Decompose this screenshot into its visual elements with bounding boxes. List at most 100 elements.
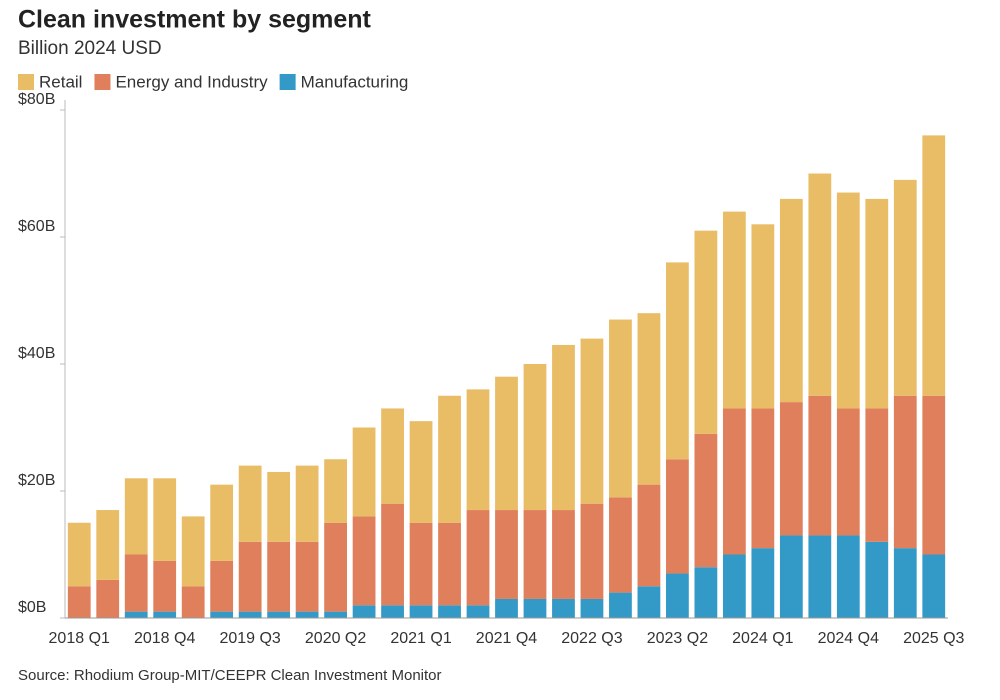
x-tick-label: 2022 Q3 bbox=[561, 630, 622, 647]
bar-segment bbox=[694, 433, 718, 568]
bar-segment bbox=[438, 522, 461, 606]
bar-segment bbox=[694, 567, 718, 618]
legend-swatch bbox=[279, 74, 296, 90]
x-tick-label: 2021 Q1 bbox=[390, 630, 451, 647]
bar-segment bbox=[124, 554, 148, 612]
legend-label: Manufacturing bbox=[301, 72, 409, 91]
bar-segment bbox=[295, 611, 319, 618]
bar-segment bbox=[751, 224, 775, 409]
bar-segment bbox=[324, 611, 347, 618]
bar-segment bbox=[267, 541, 291, 612]
bar-segment bbox=[865, 198, 889, 409]
bar-segment bbox=[267, 471, 291, 542]
bar-segment bbox=[637, 586, 661, 618]
bar-segment bbox=[181, 516, 205, 587]
bar-segment bbox=[438, 395, 461, 523]
bar-segment bbox=[666, 459, 689, 574]
bar-segment bbox=[96, 510, 120, 580]
bar-segment bbox=[922, 554, 946, 618]
x-tick-label: 2018 Q4 bbox=[134, 630, 195, 647]
bar-segment bbox=[552, 344, 575, 511]
bar-segment bbox=[865, 408, 889, 542]
bar-segment bbox=[893, 395, 917, 549]
chart-subtitle: Billion 2024 USD bbox=[18, 38, 162, 59]
bar-segment bbox=[295, 541, 319, 612]
bar-segment bbox=[409, 421, 433, 523]
x-tick-label: 2019 Q3 bbox=[219, 630, 280, 647]
bar-segment bbox=[808, 535, 832, 618]
bar-segment bbox=[580, 598, 604, 618]
bar-segment bbox=[409, 522, 433, 606]
bar-segment bbox=[808, 173, 832, 396]
bar-segment bbox=[893, 548, 917, 618]
bar-segment bbox=[210, 484, 234, 561]
bar-segment bbox=[552, 598, 575, 618]
chart-title: Clean investment by segment bbox=[18, 6, 372, 34]
legend-label: Retail bbox=[39, 72, 82, 91]
source-note: Source: Rhodium Group-MIT/CEEPR Clean In… bbox=[18, 667, 442, 684]
y-tick-label: $20B bbox=[18, 472, 55, 489]
bar-segment bbox=[552, 510, 575, 599]
bar-segment bbox=[836, 408, 860, 536]
x-tick-label: 2024 Q4 bbox=[818, 630, 879, 647]
bar-segment bbox=[438, 605, 461, 618]
y-tick-label: $40B bbox=[18, 345, 55, 362]
bar-segment bbox=[238, 541, 262, 612]
bar-segment bbox=[779, 198, 803, 403]
bar-segment bbox=[96, 579, 120, 618]
bar-segment bbox=[779, 535, 803, 618]
bar-segment bbox=[495, 510, 518, 599]
bar-segment bbox=[495, 598, 518, 618]
x-tick-label: 2024 Q1 bbox=[732, 630, 793, 647]
bar-segment bbox=[466, 510, 490, 606]
bar-segment bbox=[836, 192, 860, 409]
legend-swatch bbox=[94, 74, 111, 90]
y-tick-label: $80B bbox=[18, 91, 55, 108]
bar-segment bbox=[153, 611, 177, 618]
legend-swatch bbox=[18, 74, 34, 90]
bar-segment bbox=[324, 459, 347, 523]
bar-segment bbox=[922, 135, 946, 396]
bar-segment bbox=[865, 541, 889, 618]
bar-segment bbox=[324, 522, 347, 612]
bar-segment bbox=[523, 598, 547, 618]
bar-segment bbox=[580, 338, 604, 504]
bar-segment bbox=[381, 605, 404, 618]
bar-segment bbox=[609, 497, 632, 593]
y-tick-label: $0B bbox=[18, 599, 46, 616]
bar-segment bbox=[210, 611, 234, 618]
bar-segment bbox=[381, 503, 404, 606]
bar-segment bbox=[751, 548, 775, 618]
bar-segment bbox=[210, 560, 234, 612]
bar-segment bbox=[238, 611, 262, 618]
bar-segment bbox=[124, 611, 148, 618]
bar-segment bbox=[836, 535, 860, 618]
bar-segment bbox=[694, 230, 718, 434]
bar-segment bbox=[666, 262, 689, 460]
bar-segment bbox=[722, 554, 746, 618]
bar-segment bbox=[722, 211, 746, 409]
bar-segment bbox=[181, 586, 205, 618]
bar-segment bbox=[893, 179, 917, 396]
bar-segment bbox=[523, 364, 547, 511]
bar-segment bbox=[666, 573, 689, 618]
bar-segment bbox=[352, 427, 376, 517]
bar-segment bbox=[352, 516, 376, 606]
bar-segment bbox=[637, 313, 661, 485]
bar-segment bbox=[67, 586, 91, 618]
x-tick-label: 2021 Q4 bbox=[476, 630, 537, 647]
bar-segment bbox=[352, 605, 376, 618]
bar-segment bbox=[295, 465, 319, 542]
bar-segment bbox=[922, 395, 946, 555]
bar-segment bbox=[637, 484, 661, 587]
bar-segment bbox=[153, 478, 177, 561]
legend-label: Energy and Industry bbox=[115, 72, 268, 91]
bar-segment bbox=[751, 408, 775, 549]
bar-segment bbox=[722, 408, 746, 555]
bar-segment bbox=[580, 503, 604, 599]
bar-segment bbox=[466, 389, 490, 511]
bar-segment bbox=[124, 478, 148, 555]
bar-segment bbox=[779, 402, 803, 536]
bar-segment bbox=[267, 611, 291, 618]
